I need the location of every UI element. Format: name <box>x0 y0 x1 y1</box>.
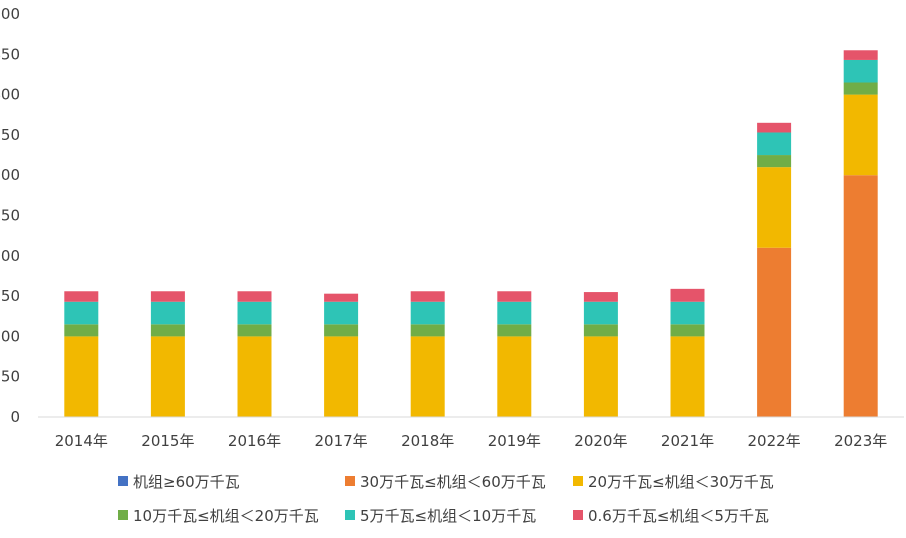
bar-segment <box>237 301 272 325</box>
x-tick-label: 2019年 <box>488 432 541 450</box>
legend-swatch <box>573 510 583 520</box>
bar-segment <box>410 336 445 417</box>
y-tick-label: 100 <box>0 327 20 345</box>
y-tick-label: 250 <box>0 207 20 225</box>
y-tick-label: 400 <box>0 86 20 104</box>
bar-segment <box>843 82 878 95</box>
x-tick-label: 2021年 <box>661 432 714 450</box>
bar-segment <box>64 291 99 302</box>
y-tick-label: 0 <box>10 408 20 426</box>
bar-segment <box>757 122 792 133</box>
legend-item: 机组≥60万千瓦 <box>118 473 240 491</box>
bar-segment <box>843 94 878 176</box>
bar-segment <box>410 291 445 302</box>
legend-swatch <box>345 510 355 520</box>
y-tick-label: 150 <box>0 287 20 305</box>
x-tick-label: 2022年 <box>748 432 801 450</box>
bar-segment <box>497 291 532 302</box>
bars-area <box>64 50 878 417</box>
legend-label: 0.6万千瓦≤机组＜5万千瓦 <box>588 507 769 525</box>
legend-item: 0.6万千瓦≤机组＜5万千瓦 <box>573 507 769 525</box>
y-tick-label: 200 <box>0 247 20 265</box>
bar-segment <box>150 301 185 325</box>
bar-segment <box>324 336 359 417</box>
bar-segment <box>410 301 445 325</box>
y-tick-label: 500 <box>0 5 20 23</box>
legend-item: 30万千瓦≤机组＜60万千瓦 <box>345 473 546 491</box>
bar-segment <box>324 301 359 325</box>
bar-segment <box>583 336 618 417</box>
bar-segment <box>237 324 272 337</box>
bar-segment <box>583 292 618 302</box>
bar-segment <box>150 336 185 417</box>
bar-segment <box>64 324 99 337</box>
bar-segment <box>150 291 185 302</box>
x-tick-label: 2023年 <box>834 432 887 450</box>
bar-segment <box>410 324 445 337</box>
x-tick-label: 2020年 <box>574 432 627 450</box>
bar-segment <box>583 301 618 325</box>
bar-segment <box>670 324 705 337</box>
legend: 机组≥60万千瓦 30万千瓦≤机组＜60万千瓦 20万千瓦≤机组＜30万千瓦 10万千… <box>118 473 774 525</box>
bar-segment <box>237 291 272 302</box>
bar-segment <box>324 293 359 302</box>
legend-swatch <box>118 510 128 520</box>
bar-segment <box>64 336 99 417</box>
y-tick-label: 50 <box>1 368 20 386</box>
legend-label: 机组≥60万千瓦 <box>133 473 240 491</box>
legend-item: 20万千瓦≤机组＜30万千瓦 <box>573 473 774 491</box>
bar-segment <box>843 59 878 83</box>
bar-segment <box>757 132 792 156</box>
legend-swatch <box>118 476 128 486</box>
x-tick-label: 2018年 <box>401 432 454 450</box>
x-axis: 2014年 2015年 2016年 2017年 2018年 2019年 2020年 2021年… <box>55 432 888 450</box>
bar-segment <box>757 167 792 248</box>
bar-segment <box>670 336 705 417</box>
bar-segment <box>583 324 618 337</box>
y-tick-label: 300 <box>0 166 20 184</box>
bar-segment <box>237 336 272 417</box>
legend-label: 10万千瓦≤机组＜20万千瓦 <box>133 507 319 525</box>
legend-label: 20万千瓦≤机组＜30万千瓦 <box>588 473 774 491</box>
legend-item: 10万千瓦≤机组＜20万千瓦 <box>118 507 319 525</box>
bar-segment <box>670 301 705 325</box>
bar-segment <box>497 336 532 417</box>
bar-segment <box>497 324 532 337</box>
bar-segment <box>757 155 792 168</box>
bar-segment <box>843 175 878 417</box>
bar-segment <box>497 301 532 325</box>
legend-swatch <box>345 476 355 486</box>
legend-label: 5万千瓦≤机组＜10万千瓦 <box>360 507 536 525</box>
bar-segment <box>324 324 359 337</box>
y-axis: 0 50 100 150 200 250 300 350 400 450 500 <box>0 5 20 426</box>
bar-segment <box>64 301 99 325</box>
bar-segment <box>150 324 185 337</box>
y-tick-label: 350 <box>0 126 20 144</box>
x-tick-label: 2016年 <box>228 432 281 450</box>
x-tick-label: 2017年 <box>315 432 368 450</box>
bar-segment <box>843 50 878 60</box>
x-tick-label: 2015年 <box>141 432 194 450</box>
x-tick-label: 2014年 <box>55 432 108 450</box>
legend-swatch <box>573 476 583 486</box>
y-tick-label: 450 <box>0 45 20 63</box>
legend-label: 30万千瓦≤机组＜60万千瓦 <box>360 473 546 491</box>
legend-item: 5万千瓦≤机组＜10万千瓦 <box>345 507 536 525</box>
bar-segment <box>670 288 705 302</box>
bar-segment <box>757 247 792 417</box>
